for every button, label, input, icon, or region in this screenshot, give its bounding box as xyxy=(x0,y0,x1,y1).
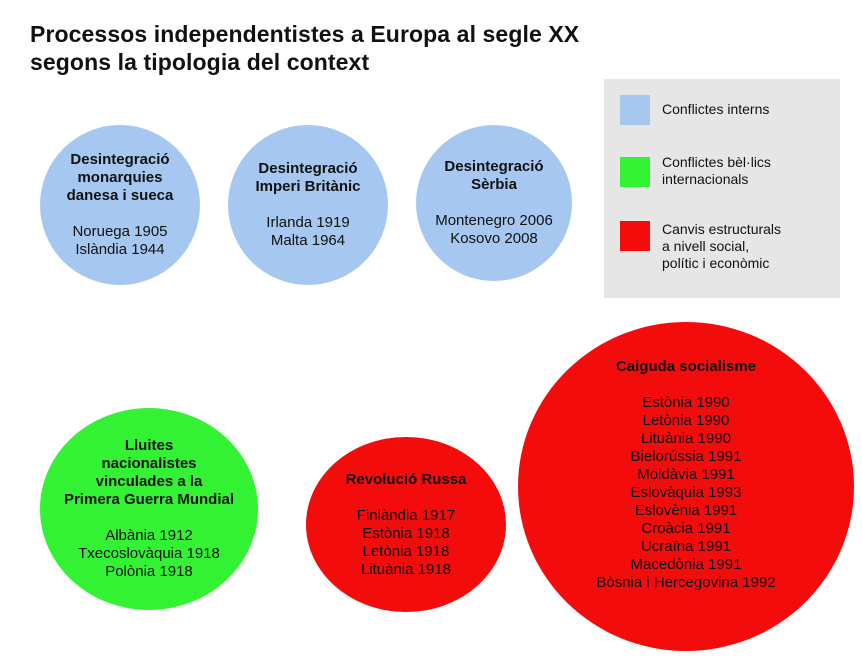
bubble-ww1-nationalist: Lluites nacionalistes vinculades a la Pr… xyxy=(40,408,258,610)
legend-swatch-war xyxy=(620,157,650,187)
bubble-russian-revolution: Revolució Russa Finlàndia 1917 Estònia 1… xyxy=(306,437,506,612)
bubble-title: Revolució Russa xyxy=(346,471,467,489)
legend-swatch-internal xyxy=(620,95,650,125)
bubble-monarchies: Desintegració monarquies danesa i sueca … xyxy=(40,125,200,285)
bubble-title-line: Imperi Britànic xyxy=(255,178,361,195)
bubble-item: Montenegro 2006 xyxy=(435,212,553,229)
bubble-title-line: Sèrbia xyxy=(471,176,517,193)
bubble-item: Macedònia 1991 xyxy=(630,555,742,573)
bubble-item: Bòsnia i Hercegovina 1992 xyxy=(596,573,776,591)
bubble-title: Desintegració Sèrbia xyxy=(444,158,543,194)
bubble-serbia: Desintegració Sèrbia Montenegro 2006 Kos… xyxy=(416,125,572,281)
bubble-title-line: nacionalistes xyxy=(101,455,197,472)
bubble-fall-of-socialism: Caiguda socialisme Estònia 1990 Letònia … xyxy=(518,322,854,651)
legend-label-line: a nivell social, xyxy=(662,238,750,254)
bubble-title-line: Primera Guerra Mundial xyxy=(63,491,235,508)
legend-label-line: Conflictes interns xyxy=(662,101,770,117)
legend: Conflictes interns Conflictes bèl·lics i… xyxy=(604,79,840,298)
bubble-item: Lituània 1990 xyxy=(640,429,732,447)
page-title: Processos independentistes a Europa al s… xyxy=(30,20,630,76)
bubble-title-line: Caiguda socialisme xyxy=(615,357,757,375)
bubble-title-line: monarquies xyxy=(77,169,163,186)
bubble-title-line: danesa i sueca xyxy=(66,187,174,204)
bubble-item: Estònia 1990 xyxy=(642,393,730,411)
bubble-items: Irlanda 1919 Malta 1964 xyxy=(266,214,349,250)
bubble-item: Albània 1912 xyxy=(105,527,193,544)
bubble-title: Lluites nacionalistes vinculades a la Pr… xyxy=(64,437,234,509)
bubble-item: Kosovo 2008 xyxy=(450,230,538,247)
bubble-item: Malta 1964 xyxy=(270,232,346,249)
bubble-item: Polònia 1918 xyxy=(105,563,193,580)
bubble-item: Finlàndia 1917 xyxy=(356,506,456,524)
legend-swatch-structural xyxy=(620,221,650,251)
legend-label-internal: Conflictes interns xyxy=(662,101,842,118)
legend-label-line: Canvis estructurals xyxy=(662,221,782,237)
bubble-item: Noruega 1905 xyxy=(72,223,168,240)
bubble-items: Estònia 1990 Letònia 1990 Lituània 1990 … xyxy=(596,394,775,592)
bubble-item: Letònia 1918 xyxy=(362,542,450,560)
bubble-title: Desintegració monarquies danesa i sueca xyxy=(67,151,174,205)
bubble-item: Croàcia 1991 xyxy=(641,519,731,537)
bubble-item: Letònia 1990 xyxy=(642,411,730,429)
bubble-title-line: Desintegració xyxy=(258,160,358,177)
legend-label-war: Conflictes bèl·lics internacionals xyxy=(662,154,842,188)
legend-label-line: polític i econòmic xyxy=(662,255,770,271)
bubble-title-line: Desintegració xyxy=(444,158,544,175)
legend-label-structural: Canvis estructurals a nivell social, pol… xyxy=(662,221,842,272)
bubble-item: Irlanda 1919 xyxy=(266,214,350,231)
bubble-items: Montenegro 2006 Kosovo 2008 xyxy=(435,212,553,248)
bubble-item: Eslovènia 1991 xyxy=(634,501,738,519)
bubble-item: Txecoslovàquia 1918 xyxy=(78,545,220,562)
bubble-item: Estònia 1918 xyxy=(362,524,450,542)
title-line-2: segons la tipologia del context xyxy=(30,49,370,75)
bubble-title-line: Lluites xyxy=(124,437,174,454)
bubble-title-line: vinculades a la xyxy=(95,473,203,490)
bubble-title: Desintegració Imperi Britànic xyxy=(255,160,360,196)
bubble-title: Caiguda socialisme xyxy=(616,358,756,376)
bubble-items: Finlàndia 1917 Estònia 1918 Letònia 1918… xyxy=(357,507,455,579)
title-line-1: Processos independentistes a Europa al s… xyxy=(30,21,580,47)
bubble-item: Lituània 1918 xyxy=(360,560,452,578)
bubble-item: Islàndia 1944 xyxy=(75,241,165,258)
legend-label-line: Conflictes bèl·lics xyxy=(662,154,771,170)
bubble-item: Moldàvia 1991 xyxy=(637,465,735,483)
bubble-item: Eslovàquia 1993 xyxy=(630,483,742,501)
bubble-title-line: Desintegració xyxy=(70,151,170,168)
bubble-item: Bielorússia 1991 xyxy=(630,447,742,465)
bubble-items: Noruega 1905 Islàndia 1944 xyxy=(72,223,167,259)
bubble-british-empire: Desintegració Imperi Britànic Irlanda 19… xyxy=(228,125,388,285)
legend-label-line: internacionals xyxy=(662,171,749,187)
bubble-item: Ucraïna 1991 xyxy=(640,537,732,555)
bubble-title-line: Revolució Russa xyxy=(345,470,467,488)
bubble-items: Albània 1912 Txecoslovàquia 1918 Polònia… xyxy=(78,527,220,581)
